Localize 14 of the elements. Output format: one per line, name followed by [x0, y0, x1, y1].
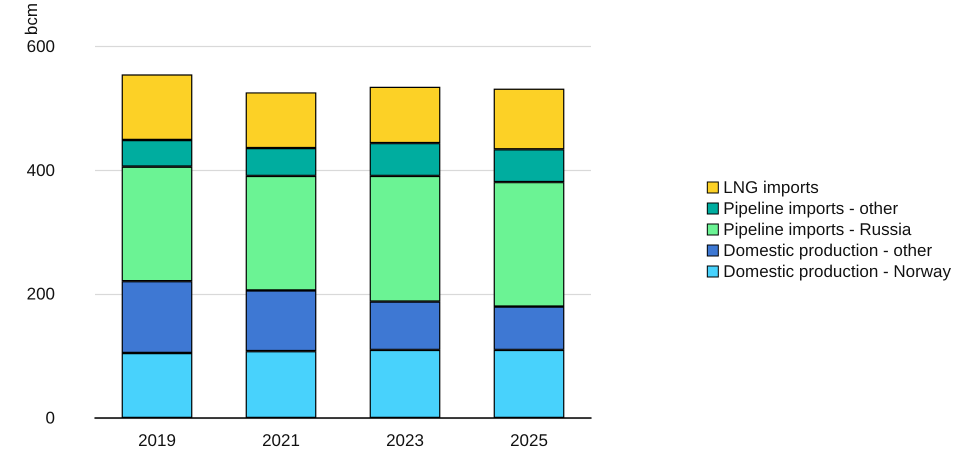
x-tick-label: 2021 — [262, 431, 300, 450]
legend-label: Pipeline imports - other — [723, 199, 898, 218]
x-tick-label: 2025 — [510, 431, 548, 450]
x-tick-label: 2019 — [138, 431, 176, 450]
y-axis-title: bcm — [22, 3, 41, 36]
legend-label: Domestic production - Norway — [723, 262, 952, 281]
legend-label: Domestic production - other — [723, 241, 932, 260]
y-tick-label: 400 — [26, 160, 55, 180]
legend-label: LNG imports — [723, 178, 819, 197]
x-tick-label: 2023 — [386, 431, 424, 450]
y-tick-label: 200 — [26, 284, 55, 304]
y-tick-label: 600 — [26, 37, 55, 56]
y-tick-label: 0 — [46, 408, 55, 428]
legend-label: Pipeline imports - Russia — [723, 220, 912, 239]
